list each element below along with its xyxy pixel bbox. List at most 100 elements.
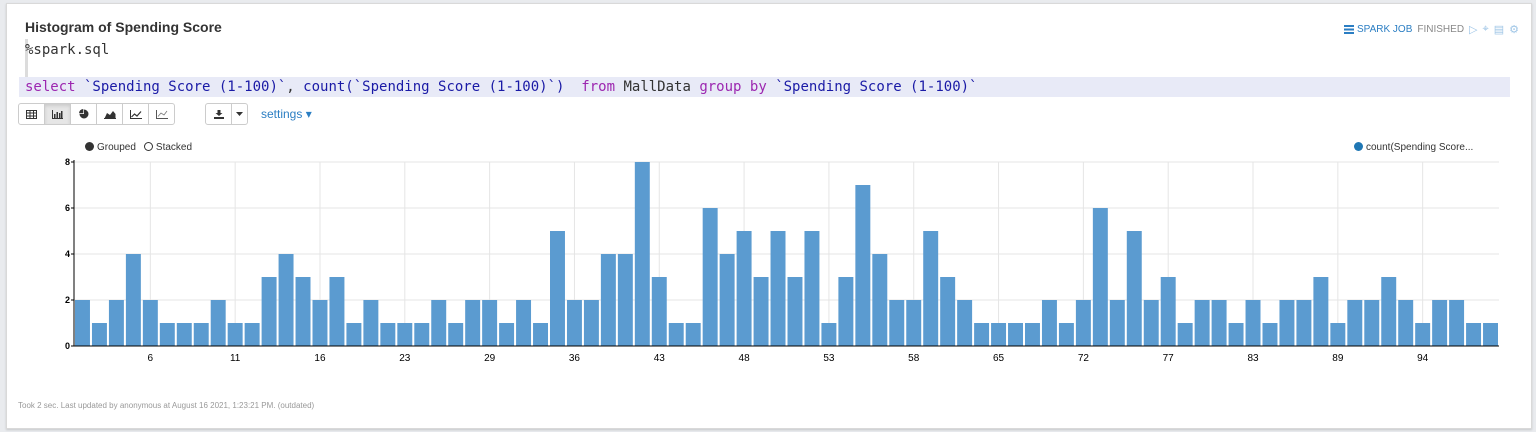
- sql-table: MallData: [615, 79, 700, 95]
- chart-bar: [108, 300, 124, 346]
- sql-column: `Spending Score (1-100)`: [75, 79, 287, 95]
- run-icon[interactable]: ▷: [1469, 24, 1478, 36]
- x-tick-label: 43: [654, 353, 666, 364]
- grouped-option[interactable]: Grouped: [85, 142, 136, 153]
- chart-bar: [482, 300, 498, 346]
- chart-bar: [770, 231, 786, 346]
- chart-bar: [193, 323, 209, 346]
- y-tick-label: 0: [65, 341, 70, 351]
- stacked-option[interactable]: Stacked: [143, 142, 193, 153]
- gear-icon[interactable]: ⚙: [1509, 24, 1519, 36]
- paragraph-status-bar: SPARK JOB FINISHED ▷ ⌖ ▤ ⚙: [1343, 23, 1519, 36]
- x-tick-label: 94: [1417, 353, 1429, 364]
- editor-query-line[interactable]: select `Spending Score (1-100)`, count(`…: [19, 77, 1510, 97]
- chart-bar: [346, 323, 362, 346]
- chart-bar: [176, 323, 192, 346]
- sql-keyword-from: from: [564, 79, 616, 95]
- chart-bar: [295, 277, 311, 346]
- chart-bar: [566, 300, 582, 346]
- spark-job-link[interactable]: SPARK JOB: [1343, 24, 1412, 35]
- chart-bar: [1245, 300, 1261, 346]
- chart-bar: [329, 277, 345, 346]
- x-tick-label: 11: [230, 353, 241, 364]
- chart-bar: [702, 208, 718, 346]
- visualization-toolbar: [18, 103, 175, 125]
- chart-mode-legend: Grouped Stacked: [85, 142, 192, 153]
- chart-bar: [1466, 323, 1482, 346]
- table-view-button[interactable]: [18, 103, 45, 125]
- area-chart-view-button[interactable]: [96, 103, 123, 125]
- chart-bar: [855, 185, 871, 346]
- chart-bar: [380, 323, 396, 346]
- x-tick-label: 29: [484, 353, 496, 364]
- area-chart-icon: [103, 110, 116, 119]
- radio-selected-icon: [85, 142, 94, 151]
- pie-chart-view-button[interactable]: [70, 103, 97, 125]
- x-tick-label: 65: [993, 353, 1005, 364]
- sql-count-fn: count(`Spending Score (1-100)`): [303, 79, 565, 95]
- stacked-label: Stacked: [155, 142, 193, 153]
- download-button[interactable]: [205, 103, 232, 125]
- list-icon: [1343, 25, 1354, 34]
- chart-bar: [125, 254, 141, 346]
- x-tick-label: 53: [823, 353, 835, 364]
- y-tick-label: 6: [65, 203, 70, 213]
- download-icon: [213, 109, 224, 119]
- chart-bar: [1008, 323, 1023, 346]
- chart-axes: 0 2 4 6 8 6 11 16 23 29 36 43 48 53 58 65 72 77 83 89 94: [65, 157, 1499, 364]
- chart-bar: [651, 277, 667, 346]
- table-icon: [26, 109, 37, 119]
- chart-bar: [1194, 300, 1210, 346]
- chart-bar: [1364, 300, 1380, 346]
- x-tick-label: 6: [148, 353, 154, 364]
- chart-bar: [1092, 208, 1108, 346]
- paragraph-card: Histogram of Spending Score SPARK JOB FI…: [6, 3, 1532, 429]
- y-tick-label: 2: [65, 295, 70, 305]
- download-dropdown-button[interactable]: [231, 103, 248, 125]
- chart-bar: [1381, 277, 1397, 346]
- chart-bar: [668, 323, 684, 346]
- chart-bar: [550, 231, 565, 346]
- chart-bar: [1109, 300, 1125, 346]
- chart-bar: [719, 254, 735, 346]
- expand-icon[interactable]: ⌖: [1482, 23, 1489, 35]
- chart-bar: [431, 300, 447, 346]
- chart-bar: [838, 277, 854, 346]
- chart-bar: [804, 231, 820, 346]
- chart-bar: [1058, 323, 1074, 346]
- pie-chart-icon: [78, 109, 88, 119]
- series-legend-label: count(Spending Score...: [1366, 142, 1474, 153]
- editor-interpreter-line[interactable]: %spark.sql: [25, 42, 110, 58]
- chart-bar: [906, 300, 922, 346]
- y-tick-label: 4: [65, 249, 70, 259]
- chart-bar: [583, 300, 599, 346]
- scatter-chart-icon: [155, 109, 168, 119]
- paragraph-footer: Took 2 sec. Last updated by anonymous at…: [18, 401, 315, 410]
- x-tick-label: 36: [569, 353, 581, 364]
- chart-bar: [516, 300, 532, 346]
- chart-bars: [75, 162, 1498, 346]
- chart-bar: [617, 254, 633, 346]
- sql-keyword-group-by: group by: [699, 79, 767, 95]
- paragraph-title[interactable]: Histogram of Spending Score: [25, 19, 222, 35]
- chart-bar: [1126, 231, 1142, 346]
- settings-toggle[interactable]: settings ▾: [261, 107, 312, 121]
- chart-bar: [634, 162, 650, 346]
- chart-bar: [261, 277, 277, 346]
- caret-down-icon: [236, 112, 243, 116]
- chart-bar: [685, 323, 701, 346]
- chart-bar: [753, 277, 769, 346]
- chart-bar: [312, 300, 328, 346]
- chart-bar: [1313, 277, 1329, 346]
- chart-bar: [448, 323, 464, 346]
- chart-bar: [957, 300, 973, 346]
- chart-bar: [397, 323, 413, 346]
- chart-bar: [1228, 323, 1244, 346]
- radio-empty-icon: [143, 142, 153, 151]
- book-icon[interactable]: ▤: [1493, 24, 1505, 36]
- scatter-chart-view-button[interactable]: [148, 103, 175, 125]
- chart-bar: [940, 277, 956, 346]
- bar-chart-icon: [52, 109, 63, 119]
- series-legend[interactable]: count(Spending Score...: [1354, 142, 1473, 153]
- editor-border: [25, 39, 1522, 95]
